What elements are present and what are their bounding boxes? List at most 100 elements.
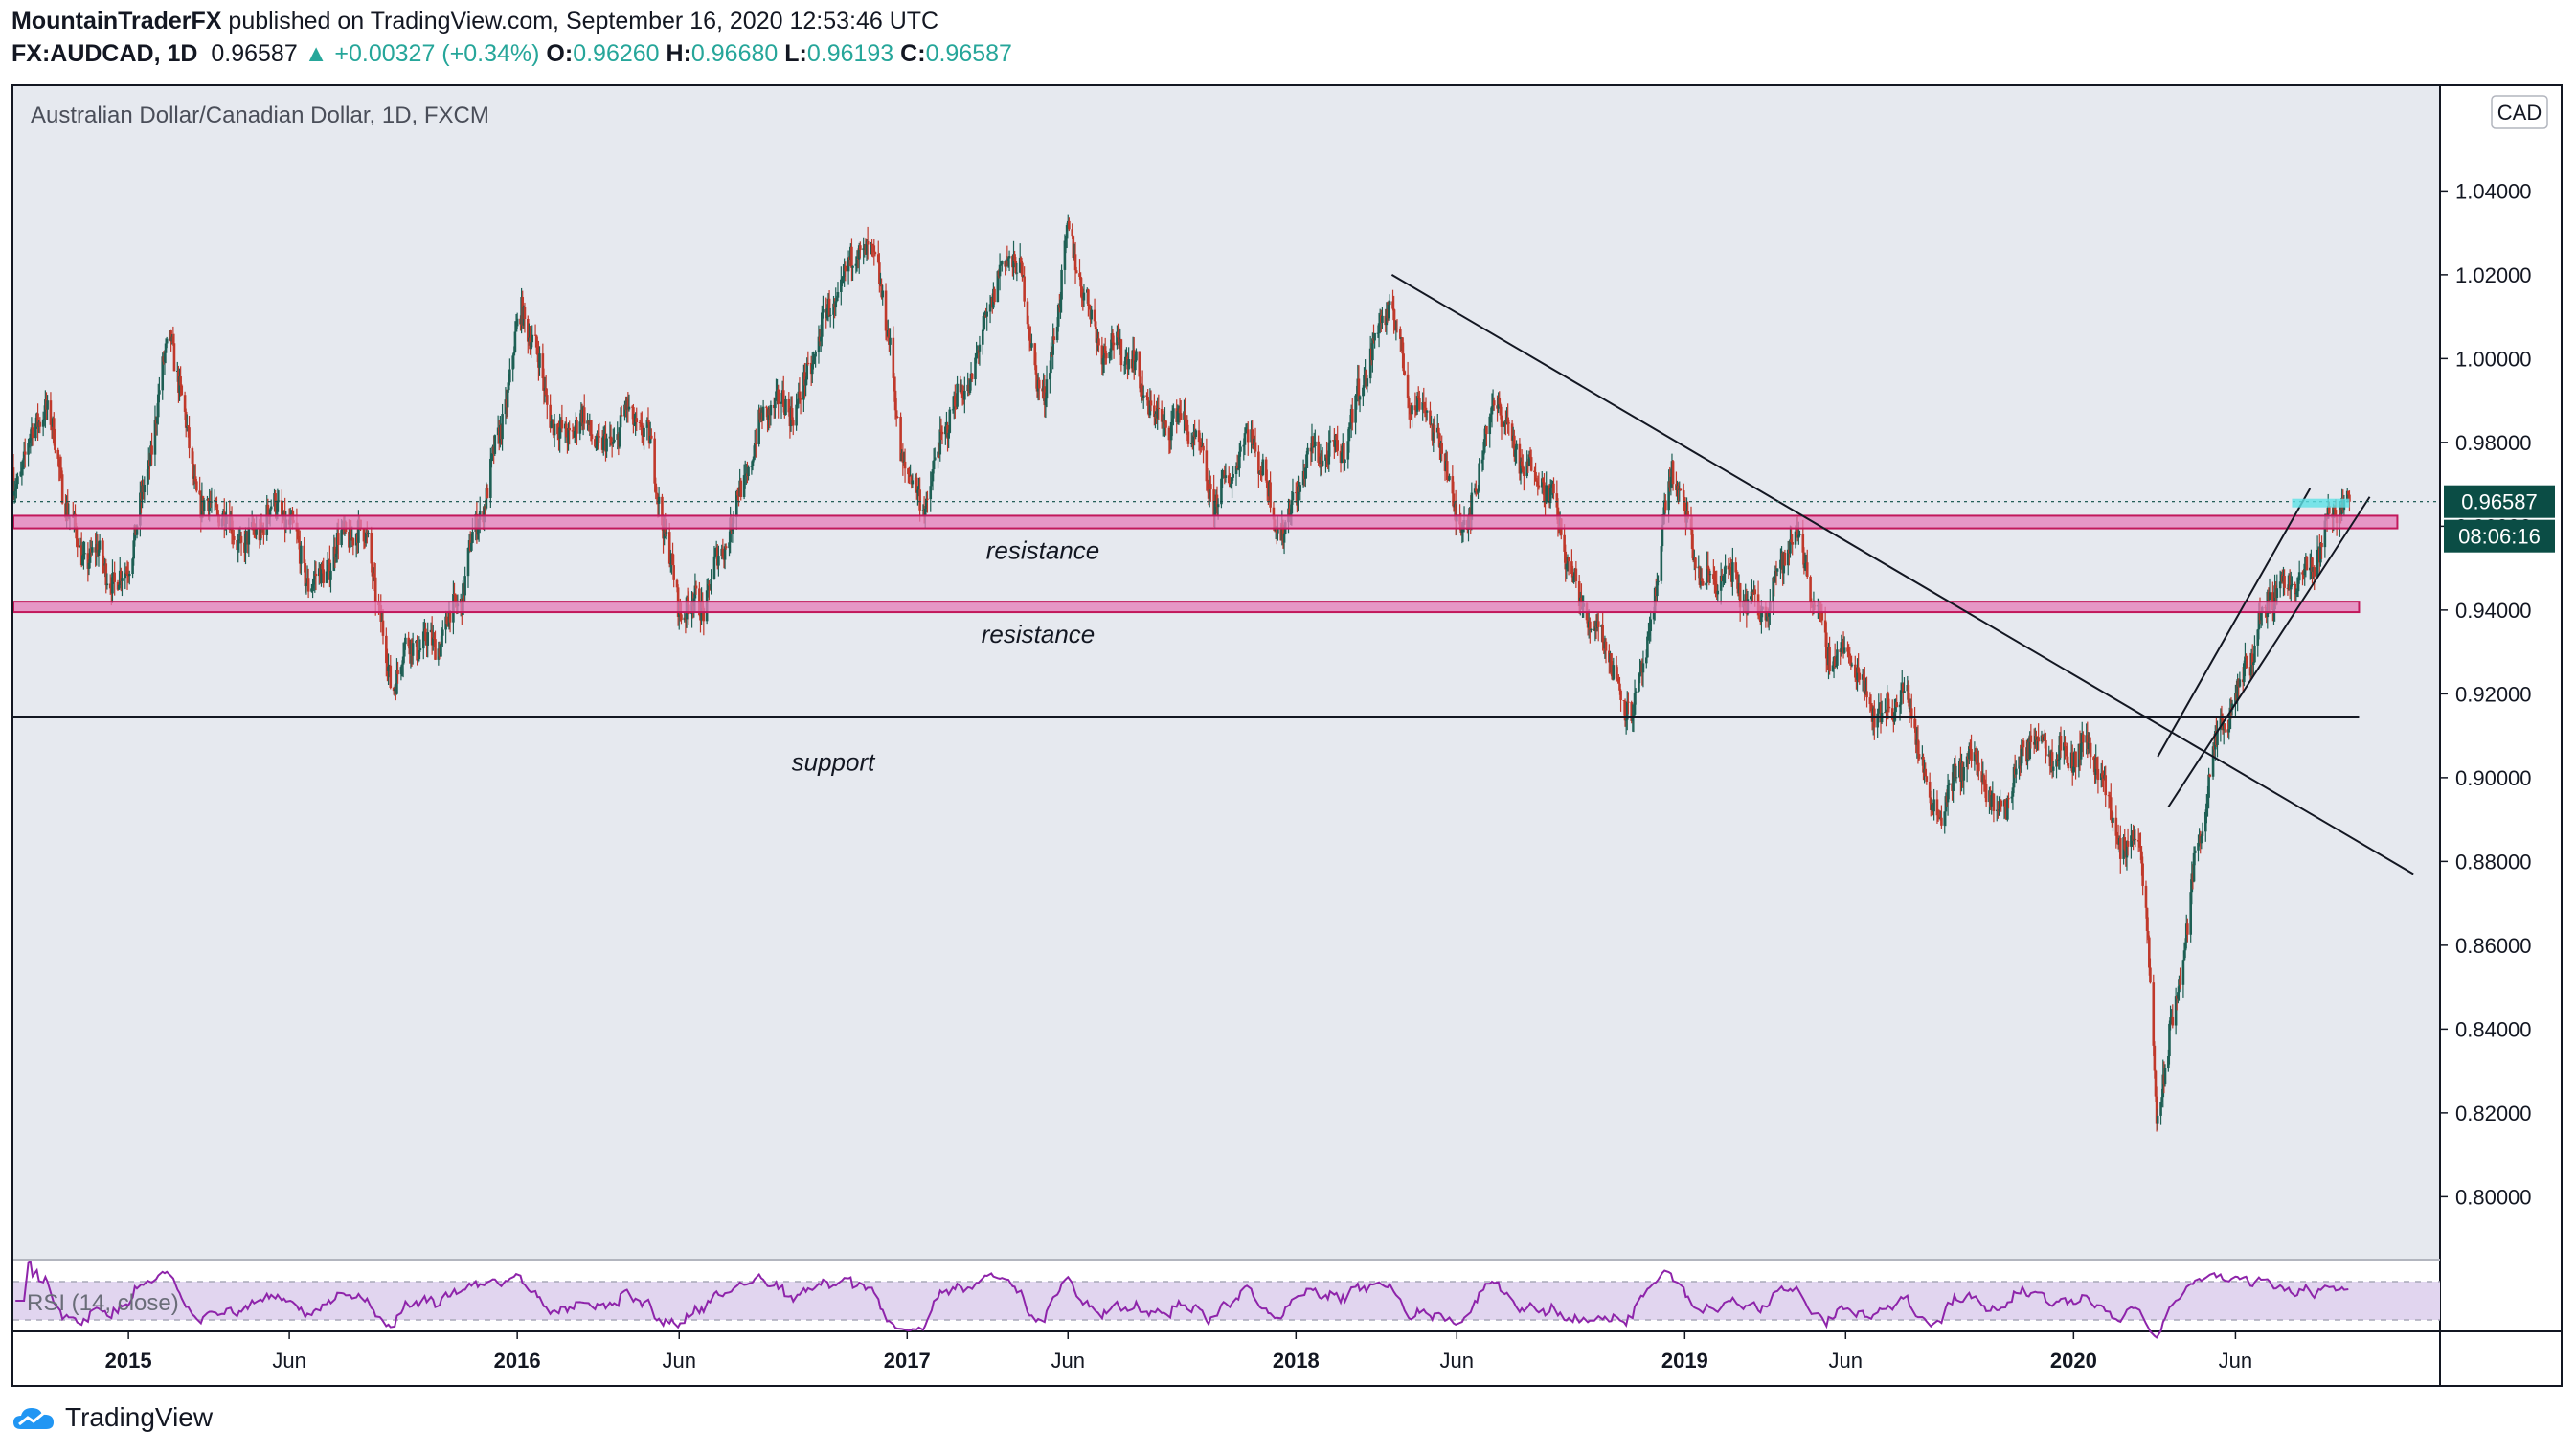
candle-body bbox=[1809, 576, 1812, 602]
price-axis[interactable] bbox=[2440, 86, 2561, 1331]
candle-body bbox=[231, 533, 235, 536]
candle-body bbox=[1548, 488, 1552, 504]
candle-body bbox=[985, 311, 989, 317]
candle-body bbox=[1242, 444, 1246, 447]
candle-body bbox=[747, 466, 750, 477]
candle-body bbox=[1304, 467, 1307, 479]
candle-body bbox=[1667, 481, 1670, 511]
candle-body bbox=[1590, 628, 1593, 630]
candle-body bbox=[2334, 510, 2338, 517]
candle-body bbox=[735, 490, 738, 517]
candle-body bbox=[1272, 507, 1276, 520]
candle-body bbox=[893, 377, 896, 391]
candle-body bbox=[901, 452, 905, 463]
candle-body bbox=[1234, 466, 1238, 475]
candle-body bbox=[445, 616, 449, 625]
candle-body bbox=[1615, 665, 1618, 679]
candle-body bbox=[23, 451, 27, 455]
tradingview-logo[interactable]: TradingView bbox=[11, 1402, 213, 1433]
candle-body bbox=[139, 492, 142, 526]
candle-body bbox=[1975, 754, 1978, 765]
candle-body bbox=[262, 527, 265, 535]
candle-body bbox=[187, 425, 190, 428]
downtrend-line bbox=[1390, 274, 2414, 875]
candle-body bbox=[169, 330, 172, 342]
candle-body bbox=[2168, 1023, 2171, 1056]
candle-body bbox=[1679, 488, 1683, 491]
candle-body bbox=[1257, 451, 1260, 474]
candle-body bbox=[1156, 407, 1159, 419]
time-axis[interactable] bbox=[13, 1331, 2440, 1385]
candle-body bbox=[1834, 665, 1838, 668]
candle-body bbox=[1564, 551, 1568, 570]
candle-body bbox=[750, 466, 754, 467]
candle-body bbox=[929, 486, 933, 500]
candle-body bbox=[2045, 740, 2047, 757]
low-label: L: bbox=[784, 40, 807, 67]
candle-body bbox=[476, 528, 480, 535]
candle-body bbox=[825, 308, 829, 319]
candle-body bbox=[951, 409, 955, 411]
candle-body bbox=[1544, 502, 1547, 504]
candle-body bbox=[1574, 568, 1578, 582]
candle-body bbox=[723, 546, 727, 560]
candle-body bbox=[28, 440, 31, 443]
symbol-label[interactable]: FX:AUDCAD, 1D bbox=[11, 40, 198, 67]
candle-body bbox=[1063, 240, 1067, 270]
candle-body bbox=[1080, 286, 1084, 299]
candle-body bbox=[2022, 740, 2025, 748]
candle-body bbox=[389, 665, 393, 689]
x-tick-label: Jun bbox=[1829, 1349, 1863, 1373]
candle-body bbox=[1097, 338, 1100, 346]
candle-body bbox=[899, 416, 902, 462]
candle-body bbox=[2070, 752, 2074, 773]
candle-body bbox=[515, 318, 519, 327]
candle-body bbox=[1869, 704, 1873, 706]
last-price: 0.96587 bbox=[211, 40, 298, 67]
candle-body bbox=[31, 427, 34, 439]
candle-body bbox=[188, 427, 191, 449]
candle-body bbox=[104, 563, 108, 586]
candle-body bbox=[841, 278, 844, 280]
candle-body bbox=[1095, 329, 1098, 344]
candle-body bbox=[1290, 500, 1294, 514]
candle-body bbox=[1638, 671, 1641, 674]
candle-body bbox=[998, 264, 1002, 277]
x-tick-label: 2018 bbox=[1273, 1349, 1320, 1373]
candle-body bbox=[1202, 445, 1205, 451]
candle-body bbox=[1690, 530, 1694, 549]
candle-body bbox=[2219, 717, 2223, 730]
candle-body bbox=[888, 329, 891, 345]
plot-area[interactable] bbox=[13, 86, 2440, 1260]
candle-body bbox=[165, 338, 169, 344]
chart-canvas[interactable]: resistance resistance support 1.04000 1.020… bbox=[13, 86, 2561, 1385]
candle-body bbox=[889, 337, 892, 345]
author-name[interactable]: MountainTraderFX bbox=[11, 8, 222, 34]
candle-body bbox=[1438, 433, 1441, 448]
candle-body bbox=[1109, 348, 1113, 352]
candle-body bbox=[1656, 581, 1659, 597]
currency-badge[interactable]: CAD bbox=[2491, 95, 2548, 129]
candle-body bbox=[1481, 452, 1485, 460]
candle-body bbox=[1401, 337, 1404, 354]
candle-body bbox=[2089, 742, 2092, 758]
candle-body bbox=[1281, 524, 1285, 543]
candle-body bbox=[706, 584, 710, 591]
candle-body bbox=[1037, 379, 1041, 389]
candle-body bbox=[1429, 410, 1432, 425]
candle-body bbox=[710, 579, 712, 590]
candle-body bbox=[1432, 424, 1435, 441]
candle-body bbox=[385, 635, 388, 664]
rsi-label[interactable]: RSI (14, close) bbox=[27, 1290, 179, 1316]
candle-body bbox=[2223, 723, 2226, 730]
candle-body bbox=[29, 433, 33, 441]
candle-body bbox=[712, 556, 716, 579]
candle-body bbox=[1801, 534, 1805, 553]
y-tick-label: 0.86000 bbox=[2455, 934, 2532, 958]
candle-body bbox=[1206, 481, 1209, 488]
candle-body bbox=[105, 583, 109, 586]
candle-body bbox=[1864, 680, 1866, 694]
candle-body bbox=[417, 659, 420, 661]
candle-body bbox=[1169, 421, 1173, 441]
candle-body bbox=[903, 461, 907, 469]
